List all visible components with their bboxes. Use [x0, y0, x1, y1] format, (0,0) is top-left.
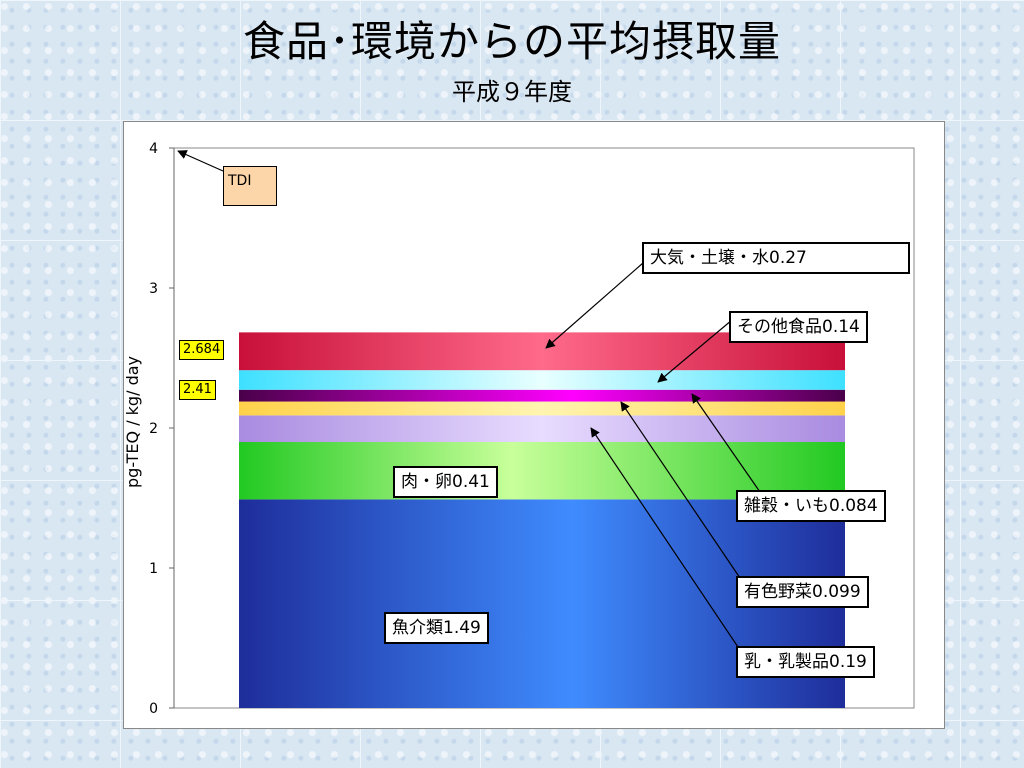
callout-environment: 大気・土壌・水0.27 [642, 242, 910, 274]
y-axis: 0 1 2 3 4 [149, 141, 175, 717]
arrow-colored-veg [620, 401, 741, 579]
total-label: 2.684 [179, 340, 225, 360]
callout-other-food: その他食品0.14 [729, 311, 868, 343]
y-tick-label: 1 [149, 561, 158, 577]
y-tick-label: 4 [149, 141, 158, 157]
callout-colored-veg: 有色野菜0.099 [736, 576, 869, 608]
y-tick-label: 0 [149, 701, 158, 717]
arrow-other-food [657, 319, 733, 383]
callout-dairy: 乳・乳製品0.19 [736, 646, 875, 678]
callout-meat-egg: 肉・卵0.41 [393, 466, 498, 498]
tdi-label: TDI [223, 166, 277, 206]
y-tick-label: 2 [149, 421, 158, 437]
arrow-environment [545, 262, 644, 349]
arrow-tdi [177, 150, 224, 172]
band-5 [239, 370, 845, 390]
page-title: 食品･環境からの平均摂取量 [242, 17, 781, 66]
food-total-label: 2.41 [179, 380, 216, 400]
chart-panel: 0 1 2 3 4 pg-TEQ / kg/ day [123, 121, 945, 729]
callout-fish: 魚介類1.49 [384, 612, 489, 644]
callout-arrows [177, 150, 761, 651]
page-subtitle: 平成９年度 [452, 78, 572, 106]
stacked-intake-chart: 0 1 2 3 4 pg-TEQ / kg/ day [123, 141, 915, 717]
y-axis-label: pg-TEQ / kg/ day [124, 356, 142, 488]
band-4 [239, 389, 845, 402]
band-1 [239, 442, 845, 500]
arrow-dairy [590, 427, 741, 651]
band-2 [239, 415, 845, 442]
band-3 [239, 401, 845, 416]
callout-grain-potato: 雑穀・いも0.084 [736, 490, 886, 522]
y-tick-label: 3 [149, 281, 158, 297]
arrow-grain-potato [691, 393, 761, 493]
